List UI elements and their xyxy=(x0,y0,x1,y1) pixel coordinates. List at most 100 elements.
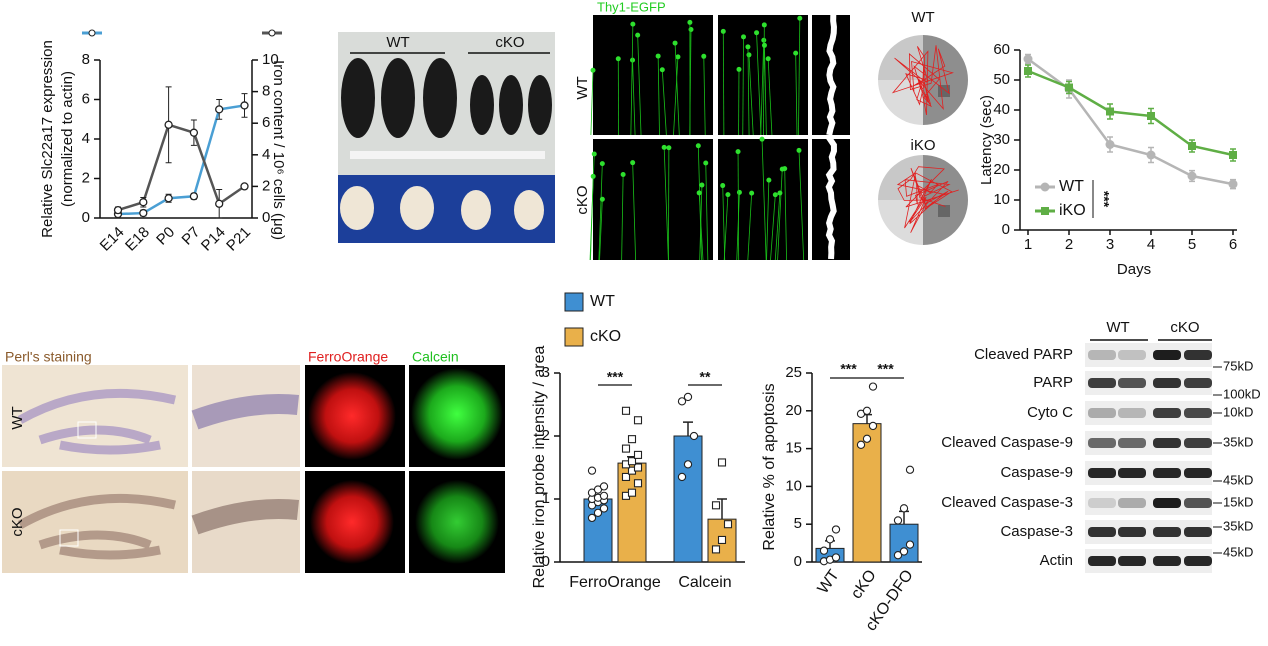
x-tick-label: 5 xyxy=(1188,236,1196,253)
x-tick-label: 6 xyxy=(1229,236,1237,253)
y-label: Relative % of apoptosis xyxy=(761,383,778,550)
blot-marker: 75kD xyxy=(1223,358,1253,373)
blot-row-label: PARP xyxy=(1033,374,1073,391)
soma xyxy=(599,196,605,202)
band xyxy=(1118,468,1146,478)
data-point xyxy=(868,382,878,391)
soma xyxy=(736,66,742,72)
neuron xyxy=(798,150,805,261)
blot-group: WT xyxy=(1106,319,1129,336)
neuron xyxy=(777,169,783,261)
y-label: Relative iron probe intensity / area xyxy=(531,346,548,589)
y-label: Relative Slc22a17 expression xyxy=(39,40,56,238)
soma xyxy=(793,50,799,56)
band xyxy=(1184,556,1212,566)
point xyxy=(1146,150,1156,160)
soma xyxy=(620,172,626,178)
blot-row-label: Caspase-3 xyxy=(1000,523,1073,540)
soma xyxy=(688,27,694,33)
legend-marker xyxy=(1040,182,1050,192)
blot-marker: 35kD xyxy=(1223,434,1253,449)
point xyxy=(1187,171,1197,181)
band xyxy=(1153,408,1181,418)
y-tick-label: 20 xyxy=(785,402,802,419)
data-point xyxy=(677,397,687,406)
y-tick-label: 0 xyxy=(1002,221,1010,238)
band xyxy=(1184,527,1212,537)
data-point xyxy=(633,463,643,472)
soma xyxy=(675,54,681,60)
data-point xyxy=(627,435,637,444)
soma xyxy=(796,147,802,153)
mice-label: WT xyxy=(386,34,409,51)
y-tick-label: 1 xyxy=(542,490,550,507)
swim-path xyxy=(896,166,959,233)
maze-label: WT xyxy=(911,9,934,26)
legend-marker xyxy=(88,29,96,37)
neuron xyxy=(674,43,680,136)
data-point xyxy=(711,545,721,554)
perls-title: Perl's staining xyxy=(5,349,92,365)
thy1-title: Thy1-EGFP xyxy=(597,0,666,14)
blot-group: cKO xyxy=(1170,319,1199,336)
point xyxy=(1229,151,1237,159)
y-tick-label: 3 xyxy=(542,364,550,381)
neuron xyxy=(798,18,801,136)
data-point xyxy=(862,434,872,443)
neuron xyxy=(784,168,787,261)
soma xyxy=(630,21,636,27)
neuron xyxy=(723,194,729,261)
band xyxy=(1118,438,1146,448)
neuron xyxy=(747,46,750,136)
band xyxy=(1184,408,1212,418)
soma xyxy=(761,37,767,43)
probe-images xyxy=(305,365,505,573)
band xyxy=(1118,527,1146,537)
y-tick-label: 2 xyxy=(262,177,270,194)
data-point xyxy=(627,488,637,497)
line xyxy=(1027,57,1234,186)
blot-row-label: Cleaved Caspase-3 xyxy=(941,494,1073,511)
annotation: *** xyxy=(1096,191,1112,208)
legend-label: iKO xyxy=(1059,202,1086,219)
point xyxy=(113,205,123,215)
probe-title: Calcein xyxy=(412,349,459,365)
thy1-images xyxy=(589,12,850,261)
neuron xyxy=(722,31,725,136)
x-tick-label: FerroOrange xyxy=(569,574,661,591)
point xyxy=(240,182,249,191)
band xyxy=(1184,468,1212,478)
x-tick-label: P21 xyxy=(223,224,254,255)
data-point xyxy=(905,465,915,474)
y-tick-label: 0 xyxy=(262,209,270,226)
y-tick-label: 60 xyxy=(993,41,1010,58)
neuron xyxy=(703,56,706,136)
error-bar xyxy=(683,421,693,436)
band xyxy=(1118,556,1146,566)
y-tick-label: 40 xyxy=(993,101,1010,118)
neuron xyxy=(774,193,781,261)
y-tick-label: 25 xyxy=(785,364,802,381)
band xyxy=(1118,498,1146,508)
blot-row-label: Cleaved PARP xyxy=(974,346,1073,363)
x-tick-label: P0 xyxy=(153,224,178,249)
data-point xyxy=(677,472,687,482)
neuron xyxy=(761,139,767,261)
neuron xyxy=(630,24,634,136)
band xyxy=(1118,378,1146,388)
x-tick-label: E14 xyxy=(97,224,128,255)
mice-photo xyxy=(338,32,555,243)
data-point xyxy=(599,504,609,513)
y-tick-label: 15 xyxy=(785,440,802,457)
data-point xyxy=(723,520,733,529)
soma xyxy=(745,44,751,50)
data-point xyxy=(633,479,643,488)
annotation: *** xyxy=(840,361,857,377)
neuron xyxy=(764,45,767,136)
soma xyxy=(777,190,783,196)
band xyxy=(1153,438,1181,448)
point xyxy=(1228,179,1238,189)
legend-marker xyxy=(268,29,276,37)
data-point xyxy=(587,513,597,523)
data-point xyxy=(621,472,631,482)
